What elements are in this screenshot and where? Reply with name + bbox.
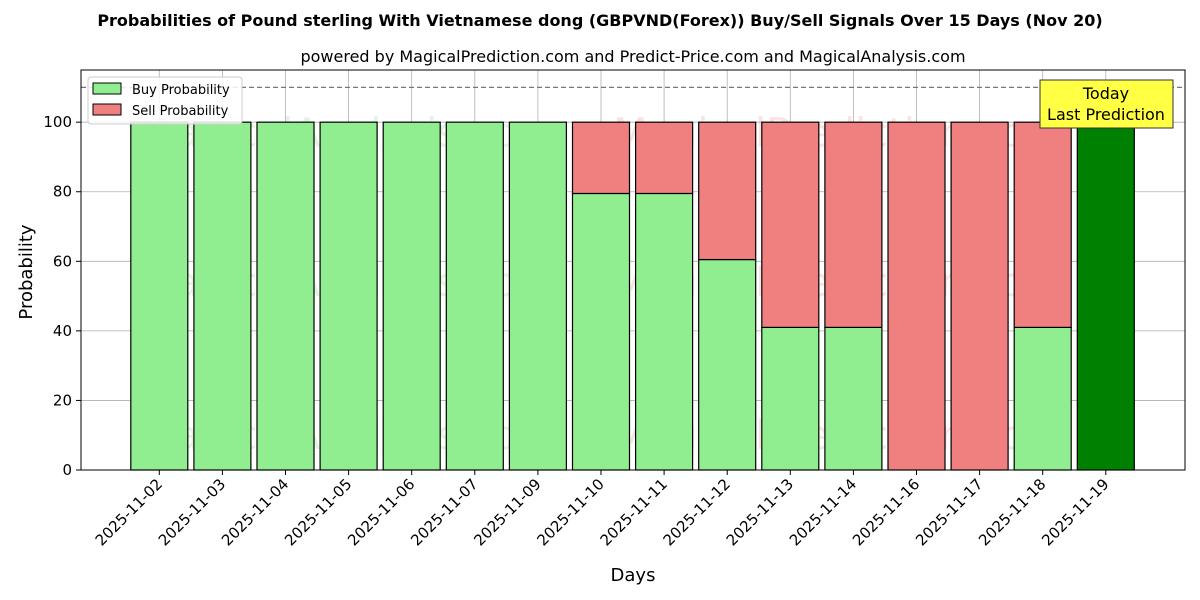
x-tick-label: 2025-11-05 [281,475,355,549]
today-annotation-box [1039,79,1174,129]
y-axis-label: Probability [16,224,37,319]
buy-bar [824,326,883,471]
buy-bar [319,121,378,471]
chart-subtitle: powered by MagicalPrediction.com and Pre… [300,47,965,66]
today-annotation-line2: Last Prediction [1047,105,1165,124]
x-tick-label: 2025-11-11 [597,475,671,549]
x-tick-label: 2025-11-04 [218,475,292,549]
legend-label: Buy Probability [132,83,230,98]
y-tick-label: 40 [53,322,72,340]
sell-bar [698,121,757,261]
x-tick-label: 2025-11-10 [533,475,607,549]
plot-frame [80,69,1186,471]
x-tick-label: 2025-11-16 [849,475,923,549]
x-axis-label: Days [611,565,656,586]
x-tick-label: 2025-11-14 [786,475,860,549]
today-annotation-line1: Today [1082,84,1129,103]
sell-bar [571,121,631,195]
y-tick-label: 0 [62,461,72,479]
buy-bar [256,121,315,471]
x-tick-label: 2025-11-09 [470,475,544,549]
sell-bar [824,121,883,328]
buy-bar [571,192,631,471]
buy-bar [130,121,189,471]
buy-bar [508,121,567,471]
x-tick-label: 2025-11-18 [975,475,1049,549]
sell-bar [634,121,694,195]
y-tick-label: 20 [53,391,72,409]
legend-swatch [92,103,122,116]
x-tick-label: 2025-11-07 [407,475,481,549]
y-tick-label: 60 [53,252,72,270]
buy-bar [382,121,441,471]
buy-bar [193,121,252,471]
plot-area: MagicalAnalysis.comMagicalPrediction.com… [43,69,1186,549]
buy-bar [761,326,820,471]
buy-bar [634,192,694,471]
sell-bar [761,121,820,328]
buy-bar [1013,326,1072,471]
sell-bar [887,121,946,471]
legend-swatch [92,82,122,95]
y-tick-label: 80 [53,183,72,201]
x-tick-label: 2025-11-03 [155,475,229,549]
buy-bar [445,121,504,471]
x-tick-label: 2025-11-13 [723,475,797,549]
x-tick-label: 2025-11-17 [912,475,986,549]
buy-bar [1076,121,1135,471]
x-tick-label: 2025-11-06 [344,475,418,549]
sell-bar [1013,121,1072,328]
x-tick-label: 2025-11-19 [1038,475,1112,549]
sell-bar [950,121,1009,471]
x-tick-label: 2025-11-02 [92,475,166,549]
x-tick-label: 2025-11-12 [660,475,734,549]
legend-box [87,76,243,125]
buy-bar [698,258,757,471]
chart-title: Probabilities of Pound sterling With Vie… [97,11,1102,30]
legend-label: Sell Probability [132,104,229,119]
y-tick-label: 100 [43,113,72,131]
